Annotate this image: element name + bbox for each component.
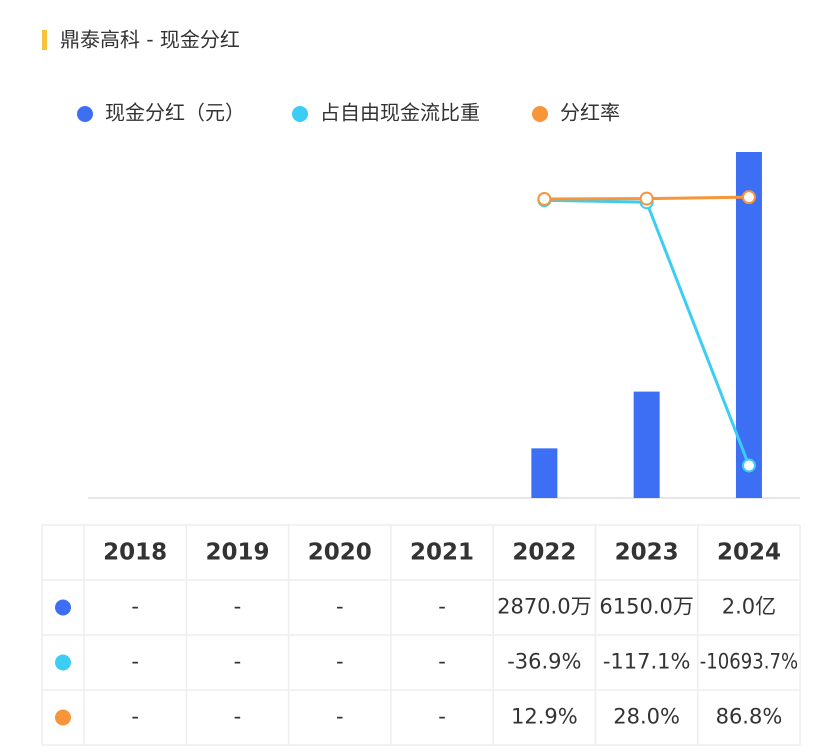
table-cell: -: [234, 650, 242, 674]
title-marker: [42, 30, 47, 50]
line-marker: [639, 191, 654, 206]
row-dot: [55, 654, 71, 671]
table-cell: 6150.0万: [599, 595, 693, 619]
table-header: 2019: [205, 540, 269, 566]
table-cell: -: [336, 595, 344, 619]
line-marker: [741, 458, 756, 473]
table-header: 2022: [512, 540, 576, 566]
table-header: 2021: [410, 540, 474, 566]
table-cell: -: [438, 595, 446, 619]
table-cell: 2.0亿: [722, 595, 776, 619]
chart-title: 鼎泰高科 - 现金分红: [60, 28, 240, 52]
table-cell: -: [438, 650, 446, 674]
legend-dot: [77, 106, 93, 122]
table-header: 2024: [717, 540, 781, 566]
table-header: 2023: [615, 540, 679, 566]
table-cell: 2870.0万: [497, 595, 591, 619]
legend-dot: [292, 106, 308, 122]
table-cell: -: [336, 705, 344, 729]
line-marker: [537, 191, 552, 206]
bar: [633, 391, 660, 498]
table-header: 2020: [308, 540, 372, 566]
table-cell: -: [336, 650, 344, 674]
table-cell: -36.9%: [507, 650, 581, 674]
bar: [531, 448, 558, 498]
table-cell: -: [131, 650, 139, 674]
row-dot: [55, 599, 71, 616]
table-cell: -: [131, 705, 139, 729]
table-cell: -: [234, 705, 242, 729]
table-cell: -: [234, 595, 242, 619]
table-header: 2018: [103, 540, 167, 566]
table-cell: -: [438, 705, 446, 729]
table-cell: -: [131, 595, 139, 619]
table-cell: 86.8%: [716, 705, 783, 729]
table-cell: -117.1%: [603, 650, 691, 674]
line-marker: [741, 190, 756, 205]
legend-label: 分红率: [560, 101, 620, 125]
table-cell: 12.9%: [511, 705, 578, 729]
table-cell: -10693.7%: [700, 650, 798, 674]
legend-label: 现金分红（元）: [105, 101, 245, 125]
row-dot: [55, 709, 71, 726]
table-cell: 28.0%: [613, 705, 680, 729]
legend-label: 占自由现金流比重: [320, 101, 480, 125]
legend-dot: [532, 106, 548, 122]
